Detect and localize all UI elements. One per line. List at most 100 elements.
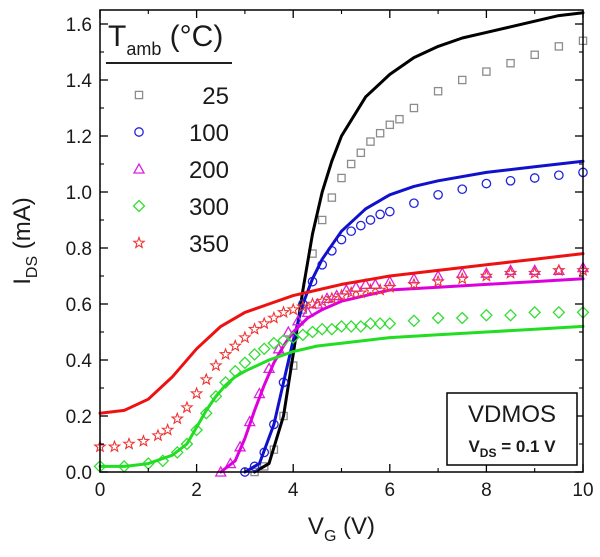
data-point-200-23 [528,264,541,276]
data-point-350-29 [407,277,421,291]
data-point-350-33 [503,266,518,279]
data-point-350-1 [107,439,122,453]
legend-marker-350 [132,235,146,249]
data-point-350-28 [383,280,397,293]
data-point-25-17 [433,86,443,96]
annotation-title: VDMOS [468,401,556,428]
legend: Tamb (°C) 25 100 200 300 350 [106,20,232,258]
legend-label: 200 [189,157,229,184]
legend-marker-200 [132,162,146,174]
data-point-300-24 [364,317,377,331]
data-point-350-34 [527,266,542,279]
x-tick-label: 4 [288,480,299,501]
series-line-200 [219,277,585,474]
data-point-25-15 [395,114,404,124]
series-line-25 [253,11,585,474]
data-point-200-20 [456,266,469,278]
data-point-300-7 [199,406,213,420]
data-point-350-12 [228,338,242,352]
legend-marker-100 [134,127,144,137]
data-point-100-16 [409,198,419,209]
data-point-200-18 [407,272,421,284]
annotation-subtitle: VDS = 0.1 V [468,437,556,460]
data-point-300-21 [335,319,348,333]
series-line-350 [98,252,585,415]
data-point-200-22 [504,264,517,276]
x-tick-label: 6 [385,480,396,501]
legend-label: 100 [189,120,229,147]
data-point-200-7 [282,325,295,337]
data-point-25-12 [366,137,375,146]
data-point-300-28 [431,311,445,325]
data-point-300-30 [479,308,493,322]
legend-label: 350 [189,231,229,258]
data-point-100-21 [529,173,540,183]
data-point-300-22 [344,319,358,333]
data-point-350-11 [218,347,233,361]
legend-marker-300 [132,199,146,213]
data-point-350-23 [334,288,349,302]
data-point-100-20 [505,175,516,186]
axes: 0 2 4 6 8 10 0.0 0.2 0.4 0.6 0.8 1.0 1.2 1.4 1.6 VG (V)… [9,9,594,545]
data-point-350-17 [276,305,291,319]
data-point-200-24 [552,264,565,276]
legend-label: 25 [202,83,229,110]
data-point-350-18 [286,302,300,316]
y-tick-label: 0.4 [66,351,93,372]
y-tick-label: 0.0 [66,463,92,484]
series-line-100 [243,159,585,474]
data-point-350-21 [315,294,329,307]
data-point-300-12 [248,347,261,361]
data-point-300-6 [190,423,204,437]
y-tick-label: 1.0 [66,183,92,204]
data-point-350-3 [136,434,151,447]
data-point-300-8 [209,389,223,403]
legend-marker-25 [134,90,144,100]
x-tick-label: 10 [572,480,593,501]
data-point-25-22 [554,42,564,51]
data-point-350-6 [170,411,185,425]
series-25 [250,11,588,477]
data-point-100-11 [346,226,357,237]
data-point-100-12 [355,220,366,231]
data-point-300-25 [373,317,387,331]
data-point-350-9 [199,372,213,386]
x-tick-label: 8 [481,480,492,501]
plot-area [93,11,590,477]
data-point-350-31 [455,271,469,285]
data-point-350-24 [344,285,358,299]
data-point-300-23 [354,319,368,333]
data-point-350-13 [238,330,252,344]
data-point-25-8 [327,193,337,202]
data-point-350-14 [247,322,262,335]
data-point-350-30 [431,274,445,288]
data-point-300-32 [528,305,542,319]
data-point-350-19 [296,299,310,313]
legend-title: Tamb (°C) [108,20,223,59]
x-tick-label: 2 [191,480,202,501]
data-point-25-9 [337,173,346,183]
data-point-25-1 [259,462,269,471]
data-point-200-11 [320,292,334,304]
data-point-25-19 [482,67,491,76]
data-point-25-21 [530,50,539,60]
data-point-100-14 [375,209,385,220]
data-point-300-13 [257,342,271,356]
data-point-300-15 [277,333,290,347]
data-point-350-25 [354,285,368,299]
data-point-300-18 [306,325,319,339]
data-point-200-17 [383,275,396,287]
series-350 [93,252,590,453]
data-point-300-16 [286,331,300,345]
data-point-100-13 [365,215,376,225]
data-point-25-18 [457,75,467,85]
data-point-350-15 [257,316,271,330]
data-point-300-17 [296,328,310,342]
data-point-100-1 [249,461,260,472]
data-point-350-5 [160,422,175,436]
y-tick-label: 1.2 [66,127,92,148]
y-tick-label: 0.2 [66,407,92,428]
data-point-25-10 [346,159,356,169]
data-point-350-32 [479,268,494,282]
